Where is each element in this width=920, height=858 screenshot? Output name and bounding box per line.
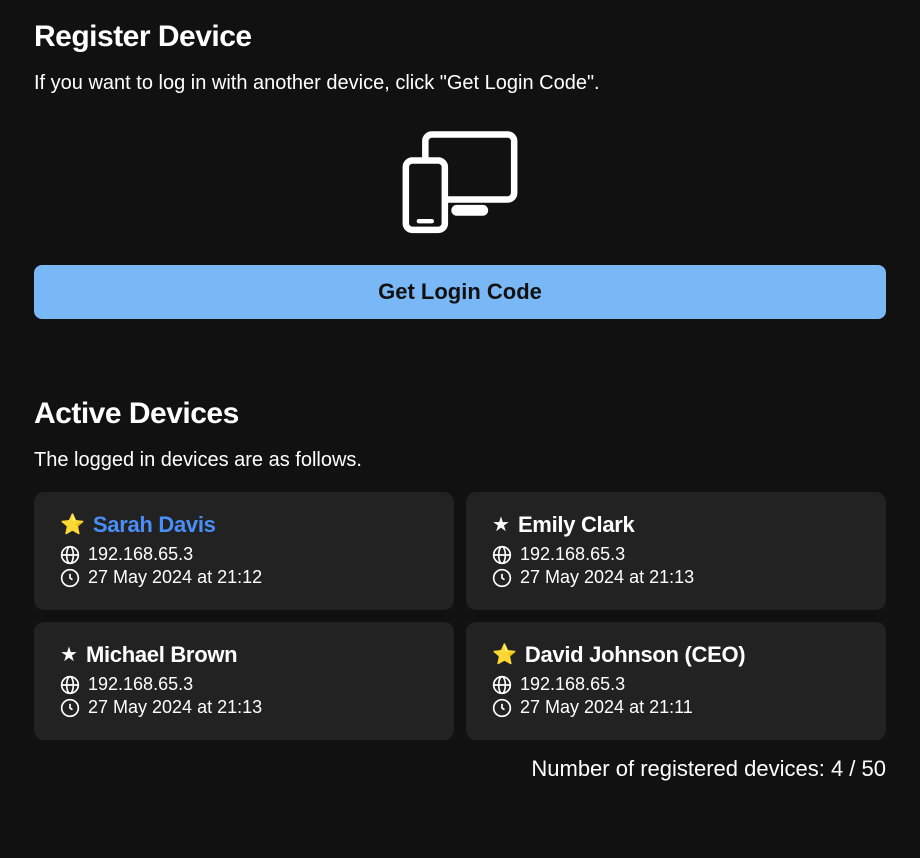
device-count-prefix: Number of registered devices:	[531, 756, 831, 781]
clock-icon	[492, 568, 512, 588]
device-card: ★ Emily Clark 192.168.65.327 May 2024 at 2…	[466, 492, 886, 610]
active-devices-title: Active Devices	[34, 397, 886, 431]
device-name: David Johnson (CEO)	[525, 642, 745, 668]
register-description: If you want to log in with another devic…	[34, 72, 886, 95]
device-time-row: 27 May 2024 at 21:12	[60, 567, 428, 588]
device-card: ⭐ Sarah Davis 192.168.65.327 May 2024 at 2…	[34, 492, 454, 610]
star-icon: ★	[60, 645, 78, 665]
device-time-row: 27 May 2024 at 21:13	[492, 567, 860, 588]
device-ip: 192.168.65.3	[88, 674, 193, 695]
device-count-footer: Number of registered devices: 4 / 50	[34, 756, 886, 782]
globe-icon	[492, 675, 512, 695]
globe-icon	[60, 675, 80, 695]
device-time-row: 27 May 2024 at 21:13	[60, 697, 428, 718]
device-name: Sarah Davis	[93, 512, 216, 538]
device-time: 27 May 2024 at 21:12	[88, 567, 262, 588]
device-grid: ⭐Sarah Davis192.168.65.327 May 2024 at 2…	[34, 492, 886, 740]
clock-icon	[60, 568, 80, 588]
clock-icon	[60, 698, 80, 718]
device-ip-row: 192.168.65.3	[492, 674, 860, 695]
device-card: ⭐ David Johnson (CEO) 192.168.65.327 May 2…	[466, 622, 886, 740]
device-time: 27 May 2024 at 21:13	[520, 567, 694, 588]
clock-icon	[492, 698, 512, 718]
star-icon: ⭐	[492, 645, 517, 665]
devices-illustration	[34, 115, 886, 245]
device-name-row: ⭐ Sarah Davis	[60, 512, 428, 538]
device-time: 27 May 2024 at 21:11	[520, 697, 693, 718]
devices-icon	[395, 115, 525, 245]
device-name: Michael Brown	[86, 642, 237, 668]
device-name-row: ★ Michael Brown	[60, 642, 428, 668]
device-ip: 192.168.65.3	[520, 544, 625, 565]
device-ip: 192.168.65.3	[520, 674, 625, 695]
device-count-value: 4 / 50	[831, 756, 886, 781]
register-title: Register Device	[34, 20, 886, 54]
device-name: Emily Clark	[518, 512, 635, 538]
device-name-row: ⭐ David Johnson (CEO)	[492, 642, 860, 668]
device-ip-row: 192.168.65.3	[60, 674, 428, 695]
device-time: 27 May 2024 at 21:13	[88, 697, 262, 718]
device-time-row: 27 May 2024 at 21:11	[492, 697, 860, 718]
device-name-row: ★ Emily Clark	[492, 512, 860, 538]
active-devices-description: The logged in devices are as follows.	[34, 449, 886, 472]
star-icon: ⭐	[60, 515, 85, 535]
get-login-code-button[interactable]: Get Login Code	[34, 265, 886, 319]
globe-icon	[60, 545, 80, 565]
device-ip-row: 192.168.65.3	[60, 544, 428, 565]
globe-icon	[492, 545, 512, 565]
device-card: ★ Michael Brown 192.168.65.327 May 2024 at…	[34, 622, 454, 740]
device-ip: 192.168.65.3	[88, 544, 193, 565]
device-ip-row: 192.168.65.3	[492, 544, 860, 565]
star-icon: ★	[492, 515, 510, 535]
